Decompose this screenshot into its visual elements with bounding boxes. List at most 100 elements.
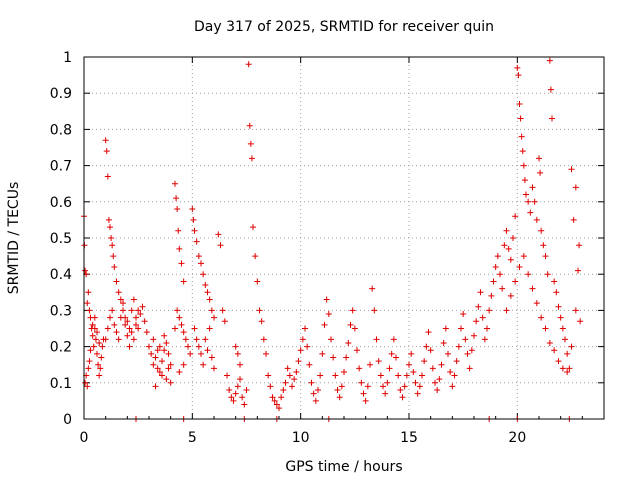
data-point xyxy=(185,343,191,350)
data-point xyxy=(267,383,274,390)
data-point xyxy=(364,383,371,390)
data-point xyxy=(234,383,241,390)
data-point xyxy=(152,383,159,390)
y-tick-label: 0.9 xyxy=(50,86,72,102)
data-point xyxy=(130,296,137,303)
data-point xyxy=(310,390,317,397)
data-point xyxy=(234,350,241,357)
data-point xyxy=(410,368,417,375)
data-point xyxy=(202,336,209,343)
data-point xyxy=(514,64,521,71)
data-point xyxy=(139,303,146,310)
data-point xyxy=(84,383,91,390)
data-point xyxy=(507,256,514,263)
data-point xyxy=(341,368,347,375)
data-point xyxy=(345,339,352,346)
data-point xyxy=(395,372,402,379)
data-point xyxy=(546,339,553,346)
data-point xyxy=(111,321,118,328)
data-point xyxy=(120,307,126,314)
data-point xyxy=(388,350,395,357)
data-point xyxy=(107,224,113,231)
data-point xyxy=(575,267,581,274)
data-point xyxy=(481,336,488,343)
data-point xyxy=(521,177,528,184)
data-point xyxy=(517,115,524,122)
data-point xyxy=(447,368,454,375)
data-point xyxy=(317,372,324,379)
data-point xyxy=(178,321,185,328)
data-point xyxy=(161,332,168,339)
data-point xyxy=(273,401,280,408)
data-point xyxy=(515,72,522,79)
data-point xyxy=(462,336,469,343)
data-point xyxy=(436,376,443,383)
data-point xyxy=(468,347,475,354)
data-point xyxy=(282,379,289,386)
data-point xyxy=(284,365,291,372)
data-point xyxy=(507,292,514,299)
data-point xyxy=(568,343,575,350)
data-point xyxy=(414,390,421,397)
data-point xyxy=(180,278,187,285)
data-point xyxy=(122,321,129,328)
data-point xyxy=(126,343,133,350)
data-point xyxy=(572,307,579,314)
data-point xyxy=(516,263,523,270)
data-point xyxy=(128,307,135,314)
data-point xyxy=(336,394,343,401)
data-point xyxy=(386,365,393,372)
data-point xyxy=(471,332,477,339)
data-point xyxy=(256,307,263,314)
data-point xyxy=(96,339,103,346)
data-point xyxy=(503,307,510,314)
data-point xyxy=(416,383,423,390)
data-point xyxy=(269,394,276,401)
data-point xyxy=(572,184,579,191)
data-point xyxy=(412,379,419,386)
data-point xyxy=(224,372,230,379)
data-point xyxy=(109,242,116,249)
data-point xyxy=(518,133,525,140)
data-point xyxy=(85,289,92,296)
data-point xyxy=(466,365,473,372)
data-point xyxy=(161,347,168,354)
data-point xyxy=(425,329,432,336)
data-point xyxy=(133,314,139,321)
data-point xyxy=(553,289,560,296)
data-point xyxy=(133,321,139,328)
data-point xyxy=(479,314,486,321)
data-point xyxy=(128,329,135,336)
data-point xyxy=(486,307,493,314)
data-point xyxy=(351,325,358,332)
data-point xyxy=(260,336,267,343)
data-point xyxy=(221,318,228,325)
data-point xyxy=(488,292,495,299)
data-point xyxy=(232,390,239,397)
data-point xyxy=(299,336,306,343)
data-point xyxy=(226,387,233,394)
data-point xyxy=(110,253,117,260)
data-point xyxy=(427,347,434,354)
y-tick-label: 1 xyxy=(63,50,72,66)
grid-lines xyxy=(84,57,604,419)
data-point xyxy=(334,387,341,394)
data-point xyxy=(152,354,159,361)
data-point xyxy=(375,358,382,365)
data-point xyxy=(321,321,328,328)
data-point xyxy=(304,343,311,350)
axis-ticks: 00.10.20.30.40.50.60.70.80.910 5 10 15 20 xyxy=(50,50,604,446)
data-point xyxy=(497,271,503,278)
data-point xyxy=(531,198,538,205)
data-point xyxy=(278,394,285,401)
data-point xyxy=(293,368,300,375)
data-point xyxy=(577,318,584,325)
x-tick-label: 5 xyxy=(188,430,197,446)
data-point xyxy=(211,365,217,372)
data-point xyxy=(510,235,516,241)
data-point xyxy=(460,311,467,318)
data-point xyxy=(393,354,399,361)
data-point xyxy=(191,325,198,332)
data-point xyxy=(208,307,215,314)
